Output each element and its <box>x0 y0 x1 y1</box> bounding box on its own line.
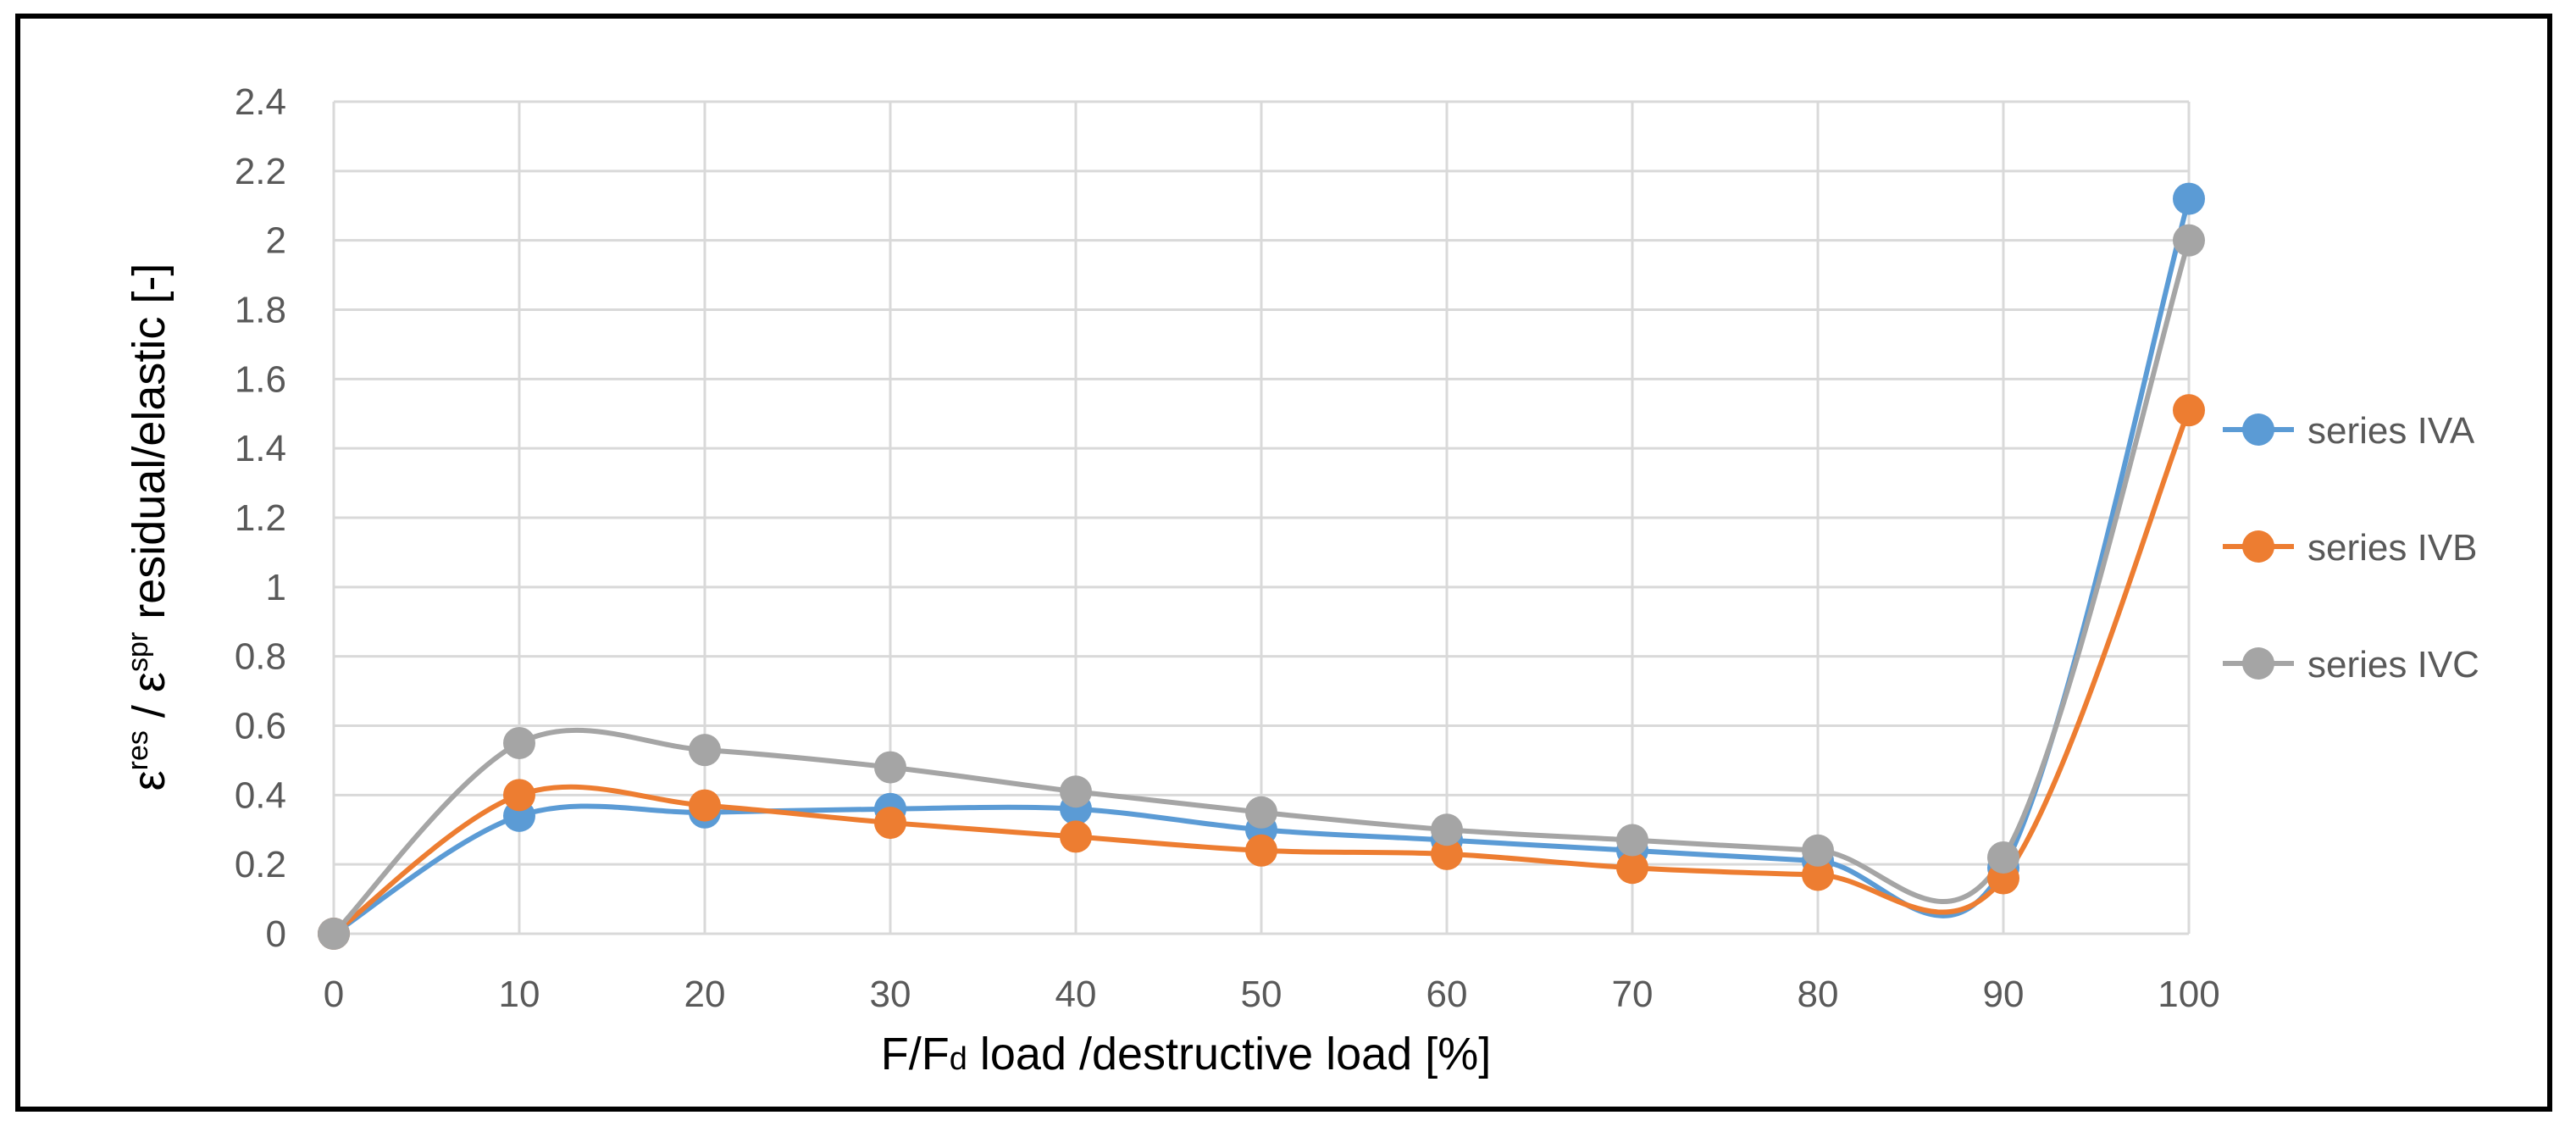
y-tick-label: 1.8 <box>235 290 286 331</box>
x-axis-title-rest: load /destructive load [%] <box>967 1029 1491 1079</box>
y-tick-label: 0.4 <box>235 774 286 816</box>
gridlines <box>332 100 2191 935</box>
x-axis-title-subscript: d <box>950 1041 967 1077</box>
data-point-series-ivb <box>1802 858 1834 891</box>
legend-marker <box>2242 413 2274 446</box>
y-tick-label: 0 <box>266 913 286 955</box>
x-axis-tick-labels: 0 10 20 30 40 50 60 70 80 90 100 <box>324 974 2220 1015</box>
data-point-series-ivb <box>2173 394 2205 427</box>
data-point-series-ivc <box>874 751 906 784</box>
data-point-series-ivc <box>1987 841 2019 874</box>
y-axis-title-epsilon-2: / ε <box>124 672 175 730</box>
data-point-series-ivb <box>1060 820 1092 853</box>
x-tick-label: 50 <box>1241 974 1282 1015</box>
y-axis-title-superscript-res: res <box>122 730 154 770</box>
chart-frame: 0 0.2 0.4 0.6 0.8 1 1.2 1.4 1.6 1.8 2 2.2 2.4 0 10 20 3… <box>15 14 2552 1112</box>
y-tick-label: 1.2 <box>235 497 286 539</box>
legend-label: series IVC <box>2307 644 2479 685</box>
x-tick-label: 30 <box>870 974 911 1015</box>
y-axis-title-epsilon-1: ε <box>124 770 175 791</box>
data-point-series-ivb <box>1616 852 1648 885</box>
legend-marker <box>2242 647 2274 680</box>
y-tick-label: 1 <box>266 567 286 608</box>
x-tick-label: 80 <box>1798 974 1839 1015</box>
data-point-series-ivc <box>1616 824 1648 857</box>
x-tick-label: 60 <box>1426 974 1468 1015</box>
y-tick-label: 1.6 <box>235 358 286 400</box>
series-line-series-ivb <box>331 408 2191 936</box>
series-markers <box>318 182 2205 950</box>
legend-marker <box>2242 530 2274 563</box>
x-tick-label: 100 <box>2158 974 2219 1015</box>
line-chart: 0 0.2 0.4 0.6 0.8 1 1.2 1.4 1.6 1.8 2 2.2 2.4 0 10 20 3… <box>122 81 2479 1079</box>
y-axis-tick-labels: 0 0.2 0.4 0.6 0.8 1 1.2 1.4 1.6 1.8 2 2.2 2.4 <box>235 81 286 955</box>
y-tick-label: 2.4 <box>235 81 286 123</box>
data-point-series-ivc <box>1060 775 1092 808</box>
y-axis-title-superscript-spr: spr <box>122 632 154 672</box>
data-point-series-ivc <box>318 918 350 950</box>
y-tick-label: 0.2 <box>235 844 286 885</box>
data-point-series-ivb <box>503 779 535 812</box>
data-point-series-ivb <box>689 789 721 822</box>
legend-label: series IVB <box>2307 527 2478 569</box>
y-tick-label: 0.8 <box>235 636 286 678</box>
y-tick-label: 2 <box>266 220 286 262</box>
x-tick-label: 20 <box>684 974 726 1015</box>
x-axis-title-main: F/F <box>881 1029 950 1079</box>
data-point-series-ivb <box>874 807 906 840</box>
data-point-series-ivc <box>2173 224 2205 257</box>
y-axis-title: εres / εspr residual/elastic [-] <box>122 264 175 791</box>
data-point-series-ivc <box>1431 813 1463 846</box>
y-axis-title-rest: residual/elastic [-] <box>124 264 175 632</box>
x-tick-label: 90 <box>1983 974 2025 1015</box>
y-tick-label: 2.2 <box>235 151 286 192</box>
data-point-series-ivc <box>1802 834 1834 867</box>
legend: series IVA series IVB series IVC <box>2223 410 2479 685</box>
data-point-series-iva <box>2173 182 2205 215</box>
x-tick-label: 70 <box>1612 974 1654 1015</box>
data-point-series-ivb <box>1245 834 1277 867</box>
x-axis-title: F/Fd load /destructive load [%] <box>881 1029 1491 1079</box>
x-tick-label: 10 <box>499 974 540 1015</box>
x-tick-label: 0 <box>324 974 344 1015</box>
legend-label: series IVA <box>2307 410 2475 452</box>
y-tick-label: 0.6 <box>235 706 286 747</box>
data-point-series-ivc <box>1245 796 1277 829</box>
data-point-series-ivc <box>503 726 535 759</box>
data-point-series-ivc <box>689 734 721 767</box>
y-tick-label: 1.4 <box>235 428 286 469</box>
data-point-series-ivb <box>1431 837 1463 870</box>
x-tick-label: 40 <box>1055 974 1097 1015</box>
